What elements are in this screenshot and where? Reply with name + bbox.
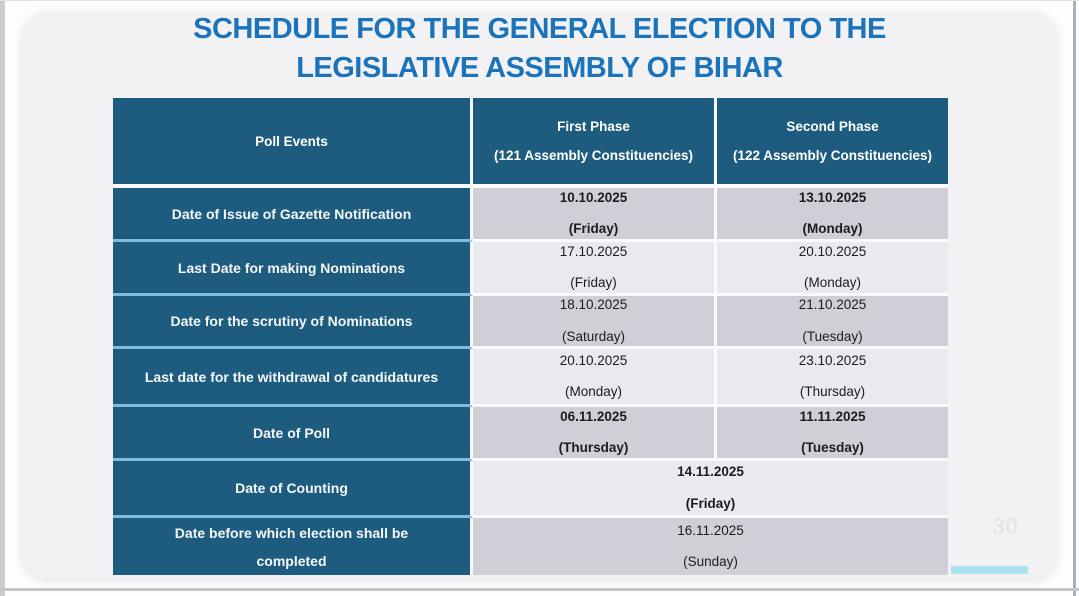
election-schedule-table: Poll Events First Phase (121 Assembly Co…	[113, 98, 948, 575]
phase1-cell: 18.10.2025 (Saturday)	[473, 296, 717, 349]
cyan-accent-bar	[951, 566, 1028, 574]
window-bottom-border	[0, 588, 1079, 591]
header-poll-events: Poll Events	[113, 98, 473, 188]
table-row: Date for the scrutiny of Nominations 18.…	[113, 296, 948, 349]
phase1-cell: 10.10.2025 (Friday)	[473, 188, 717, 242]
phase2-cell: 23.10.2025 (Thursday)	[717, 349, 948, 407]
window-left-border	[0, 0, 5, 596]
phase2-cell: 20.10.2025 (Monday)	[717, 242, 948, 296]
phase1-cell: 17.10.2025 (Friday)	[473, 242, 717, 296]
merged-date-cell: 14.11.2025 (Friday)	[473, 461, 948, 518]
table-row: Date before which election shall be comp…	[113, 518, 948, 575]
phase2-cell: 11.11.2025 (Tuesday)	[717, 407, 948, 461]
event-label: Date for the scrutiny of Nominations	[113, 296, 473, 349]
table-row: Date of Counting 14.11.2025 (Friday)	[113, 461, 948, 518]
header-first-phase: First Phase (121 Assembly Constituencies…	[473, 98, 717, 188]
merged-date-cell: 16.11.2025 (Sunday)	[473, 518, 948, 575]
table-row: Date of Issue of Gazette Notification 10…	[113, 188, 948, 242]
window-right-border	[1073, 0, 1076, 596]
phase2-cell: 21.10.2025 (Tuesday)	[717, 296, 948, 349]
table-row: Last date for the withdrawal of candidat…	[113, 349, 948, 407]
event-label: Date of Poll	[113, 407, 473, 461]
phase1-cell: 06.11.2025 (Thursday)	[473, 407, 717, 461]
table-row: Date of Poll 06.11.2025 (Thursday) 11.11…	[113, 407, 948, 461]
phase2-cell: 13.10.2025 (Monday)	[717, 188, 948, 242]
slide-page-number: 30	[992, 513, 1018, 539]
event-label: Date of Issue of Gazette Notification	[113, 188, 473, 242]
event-label: Date before which election shall be comp…	[113, 518, 473, 575]
slide-title-line1: SCHEDULE FOR THE GENERAL ELECTION TO THE	[193, 13, 886, 45]
window-top-border	[0, 0, 1079, 1]
slide-title-line2: LEGISLATIVE ASSEMBLY OF BIHAR	[296, 52, 783, 84]
table-row: Last Date for making Nominations 17.10.2…	[113, 242, 948, 296]
event-label: Last date for the withdrawal of candidat…	[113, 349, 473, 407]
phase1-cell: 20.10.2025 (Monday)	[473, 349, 717, 407]
table-header-row: Poll Events First Phase (121 Assembly Co…	[113, 98, 948, 188]
slide-title: SCHEDULE FOR THE GENERAL ELECTION TO THE…	[22, 10, 1057, 88]
event-label: Date of Counting	[113, 461, 473, 518]
header-second-phase: Second Phase (122 Assembly Constituencie…	[717, 98, 948, 188]
event-label: Last Date for making Nominations	[113, 242, 473, 296]
